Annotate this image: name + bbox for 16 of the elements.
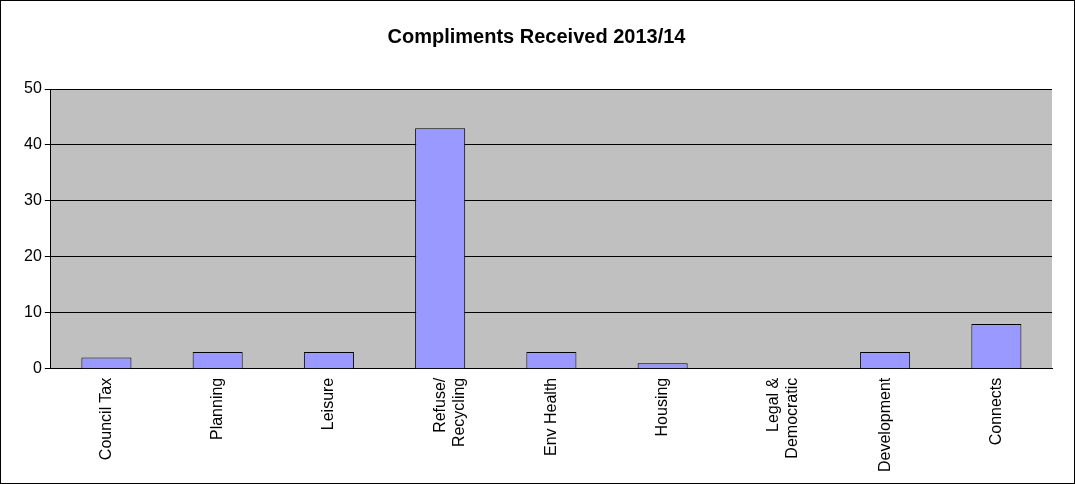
y-tick-label: 40 bbox=[24, 135, 42, 153]
y-tick-label: 10 bbox=[24, 303, 42, 321]
x-tick-label: Refuse/ Recycling bbox=[430, 377, 467, 448]
y-tick-label: 30 bbox=[24, 191, 42, 209]
y-tick-label: 0 bbox=[32, 359, 42, 377]
x-tick-label: Legal & Democratic bbox=[764, 377, 801, 459]
x-tick-label: Connects bbox=[986, 377, 1004, 446]
x-tick-label: Env Health bbox=[541, 377, 559, 456]
x-tick-label: Council Tax bbox=[96, 377, 114, 461]
y-tick-label: 50 bbox=[24, 79, 42, 97]
x-tick-label: Housing bbox=[653, 377, 671, 437]
chart-title: Compliments Received 2013/14 bbox=[387, 24, 687, 47]
x-tick-label: Planning bbox=[208, 377, 226, 441]
x-tick-label: Development bbox=[875, 377, 893, 473]
x-tick-label: Leisure bbox=[319, 377, 337, 431]
y-tick-label: 20 bbox=[24, 247, 42, 265]
